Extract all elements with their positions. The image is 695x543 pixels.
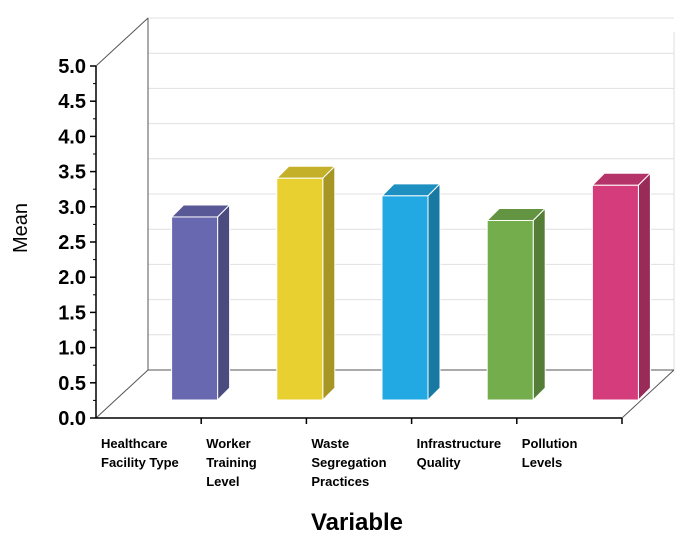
bar <box>591 172 652 402</box>
y-tick-label: 5.0 <box>58 56 86 78</box>
x-category-label-line: Facility Type <box>101 455 179 470</box>
bar <box>485 207 547 402</box>
bar-side <box>637 172 651 402</box>
x-category-label: Pollution Levels <box>522 436 578 470</box>
bar <box>380 182 442 402</box>
y-tick-label: 2.0 <box>58 267 86 289</box>
x-category-label-line: Quality <box>417 455 462 470</box>
x-category-label-line: Worker <box>206 436 251 451</box>
y-tick-label: 1.0 <box>58 338 86 360</box>
x-category-label: Worker Training Level <box>206 436 257 489</box>
x-category-label-line: Waste <box>311 436 349 451</box>
x-category-label-line: Training <box>206 455 257 470</box>
y-tick-label: 0.5 <box>58 373 86 395</box>
y-axis-title: Mean <box>10 203 32 253</box>
y-tick-label: 4.0 <box>58 126 86 148</box>
bar <box>275 165 337 402</box>
bar-front <box>381 195 429 401</box>
x-category-label: Healthcare Facility Type <box>101 436 179 470</box>
x-axis-title: Variable <box>311 509 403 536</box>
floor-right-edge <box>621 369 675 419</box>
x-category-label-line: Segregation <box>311 455 386 470</box>
bar-front <box>276 177 324 401</box>
bar-front <box>486 219 534 401</box>
y-axis: 0.0 0.5 1.0 1.5 2.0 2.5 3.0 3.5 4.0 4.5 5.0 <box>58 56 623 430</box>
bar-front <box>591 184 639 401</box>
bar-side <box>217 203 231 402</box>
bar <box>170 203 231 402</box>
x-category-label-line: Level <box>206 474 239 489</box>
bar-side <box>532 207 546 402</box>
side-wall-top-edge <box>95 17 149 67</box>
floor-left-edge <box>95 369 149 419</box>
bar-side <box>322 165 336 402</box>
bars <box>170 165 652 402</box>
x-category-label-line: Infrastructure <box>417 436 502 451</box>
x-category-label: Waste Segregation Practices <box>311 436 386 489</box>
x-category-label-line: Healthcare <box>101 436 167 451</box>
y-tick-label: 0.0 <box>58 408 86 430</box>
x-category-label: Infrastructure Quality <box>417 436 502 470</box>
y-tick-label: 3.0 <box>58 197 86 219</box>
x-axis-categories: Healthcare Facility Type Worker Training Lev… <box>101 436 577 489</box>
x-category-label-line: Pollution <box>522 436 578 451</box>
y-tick-label: 4.5 <box>58 91 86 113</box>
x-category-label-line: Levels <box>522 455 562 470</box>
y-tick-label: 3.5 <box>58 162 86 184</box>
bar-side <box>427 182 441 402</box>
bar-front <box>171 216 219 401</box>
x-category-label-line: Practices <box>311 474 369 489</box>
y-tick-label: 2.5 <box>58 232 86 254</box>
y-tick-label: 1.5 <box>58 302 86 324</box>
